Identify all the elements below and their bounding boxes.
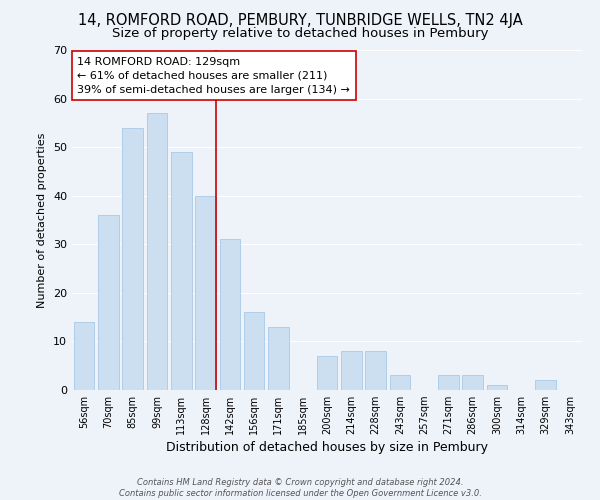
Bar — [341, 351, 362, 390]
Text: Size of property relative to detached houses in Pembury: Size of property relative to detached ho… — [112, 28, 488, 40]
Bar — [171, 152, 191, 390]
Bar — [220, 240, 240, 390]
Bar — [487, 385, 508, 390]
Bar — [389, 376, 410, 390]
Text: 14 ROMFORD ROAD: 129sqm
← 61% of detached houses are smaller (211)
39% of semi-d: 14 ROMFORD ROAD: 129sqm ← 61% of detache… — [77, 57, 350, 95]
Y-axis label: Number of detached properties: Number of detached properties — [37, 132, 47, 308]
Bar — [438, 376, 459, 390]
Bar — [365, 351, 386, 390]
X-axis label: Distribution of detached houses by size in Pembury: Distribution of detached houses by size … — [166, 442, 488, 454]
Bar — [535, 380, 556, 390]
Bar — [244, 312, 265, 390]
Bar — [74, 322, 94, 390]
Text: 14, ROMFORD ROAD, PEMBURY, TUNBRIDGE WELLS, TN2 4JA: 14, ROMFORD ROAD, PEMBURY, TUNBRIDGE WEL… — [77, 12, 523, 28]
Bar — [317, 356, 337, 390]
Text: Contains HM Land Registry data © Crown copyright and database right 2024.
Contai: Contains HM Land Registry data © Crown c… — [119, 478, 481, 498]
Bar — [122, 128, 143, 390]
Bar — [195, 196, 216, 390]
Bar — [463, 376, 483, 390]
Bar — [268, 327, 289, 390]
Bar — [146, 113, 167, 390]
Bar — [98, 215, 119, 390]
